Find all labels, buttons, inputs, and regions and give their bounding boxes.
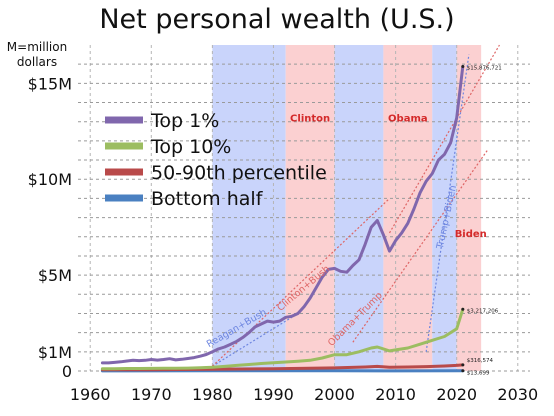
series-end-label-3: $13,699 — [467, 371, 490, 377]
series-end-point-0 — [461, 64, 465, 68]
x-tick-label: 2020 — [436, 385, 477, 404]
chart-title: Net personal wealth (U.S.) — [99, 4, 455, 35]
y-tick-label: $10M — [28, 170, 72, 189]
x-tick-label: 2030 — [497, 385, 538, 404]
x-tick-label: 1960 — [70, 385, 111, 404]
x-tick-label: 1970 — [131, 385, 172, 404]
x-tick-label: 2000 — [314, 385, 355, 404]
series-line-2 — [100, 363, 465, 372]
series-line-0 — [100, 65, 465, 365]
series-end-label-1: $3,217,206 — [467, 308, 499, 314]
series-end-label-2: $316,574 — [467, 358, 494, 364]
annotation-2: Biden — [455, 229, 487, 240]
presidency-band-1 — [285, 45, 335, 371]
presidency-band-3 — [383, 45, 433, 371]
series-end-point-1 — [461, 307, 465, 311]
legend-label-2: 50-90th percentile — [151, 162, 327, 184]
x-tick-label: 1990 — [253, 385, 294, 404]
series-end-point-2 — [461, 363, 465, 367]
x-tick-label: 1980 — [192, 385, 233, 404]
y-tick-label: $15M — [28, 74, 72, 93]
presidency-band-2 — [334, 45, 384, 371]
series-line-1 — [100, 307, 465, 371]
annotation-1: Obama — [388, 114, 428, 125]
legend-label-3: Bottom half — [151, 188, 264, 210]
trendline-4 — [388, 44, 500, 234]
x-tick-label: 2010 — [375, 385, 416, 404]
annotation-0: Clinton — [290, 114, 330, 125]
series-end-label-0: $15,876,721 — [467, 65, 502, 71]
legend-label-1: Top 10% — [150, 136, 231, 158]
y-tick-label: $5M — [38, 266, 72, 285]
y-tick-label: $1M — [38, 343, 72, 362]
trendline-2 — [352, 150, 488, 343]
series-end-point-3 — [461, 369, 465, 373]
presidency-band-4 — [432, 45, 457, 371]
trendline-0 — [212, 316, 293, 367]
legend-label-0: Top 1% — [150, 110, 219, 132]
units-note: M=million dollars — [6, 40, 68, 69]
y-tick-label: 0 — [62, 362, 72, 381]
